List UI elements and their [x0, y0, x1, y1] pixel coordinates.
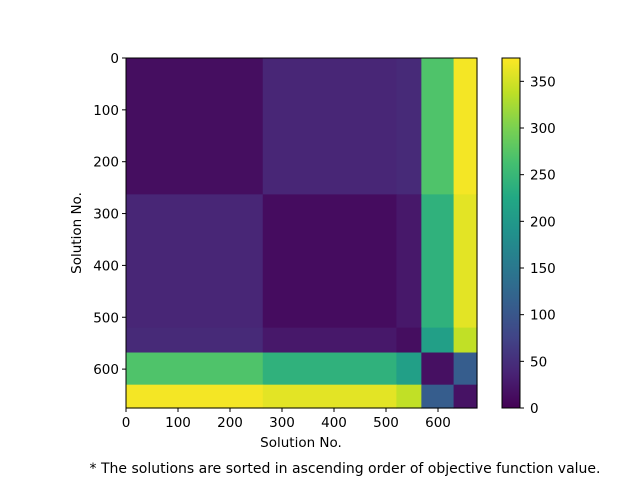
x-tick-label: 500 [373, 415, 399, 431]
heatmap-cell [126, 58, 264, 195]
colorbar-tick-label: 350 [530, 74, 556, 90]
heatmap-cell [396, 58, 422, 195]
colorbar-tick-label: 250 [530, 168, 556, 184]
heatmap-cell [453, 384, 478, 409]
x-tick-label: 300 [269, 415, 295, 431]
y-tick-label: 0 [110, 51, 119, 67]
y-tick-label: 100 [93, 103, 119, 119]
heatmap-cell [262, 352, 397, 386]
colorbar-ticks: 0 50 100 150 200 250 300 350 [520, 74, 556, 417]
heatmap-cell [453, 352, 478, 386]
heatmap-cell [453, 58, 478, 195]
heatmap-cell [421, 352, 455, 386]
colorbar-tick-label: 0 [530, 401, 539, 417]
y-axis-label: Solution No. [69, 192, 85, 274]
y-tick-label: 600 [93, 362, 119, 378]
colorbar [501, 57, 521, 409]
heatmap-cell [421, 384, 455, 409]
x-axis-label: Solution No. [260, 435, 342, 451]
colorbar-tick-label: 150 [530, 261, 556, 277]
y-tick-label: 500 [93, 310, 119, 326]
heatmap-cell [396, 352, 422, 386]
heatmap-cell [396, 194, 422, 329]
heatmap-cells [126, 58, 478, 409]
plot-frame [125, 57, 478, 409]
footnote: * The solutions are sorted in ascending … [89, 461, 601, 477]
heatmap-cell [396, 384, 422, 409]
heatmap-cell [126, 194, 264, 329]
colorbar-tick-label: 100 [530, 308, 556, 324]
colorbar-tick-label: 50 [530, 354, 547, 370]
x-axis-ticks: 0 100 200 300 400 500 600 [122, 408, 451, 431]
y-tick-label: 200 [93, 155, 119, 171]
x-tick-label: 100 [165, 415, 191, 431]
heatmap-cell [396, 327, 422, 354]
heatmap-cell [262, 58, 397, 195]
x-tick-label: 400 [321, 415, 347, 431]
y-tick-label: 300 [93, 207, 119, 223]
heatmap-cell [453, 327, 478, 354]
heatmap-cell [421, 58, 455, 195]
heatmap-cell [453, 194, 478, 329]
x-tick-label: 600 [425, 415, 451, 431]
y-tick-label: 400 [93, 258, 119, 274]
colorbar-tick-label: 200 [530, 214, 556, 230]
heatmap-cell [262, 384, 397, 409]
heatmap-cell [262, 194, 397, 329]
x-tick-label: 200 [217, 415, 243, 431]
heatmap-cell [126, 384, 264, 409]
x-tick-label: 0 [122, 415, 131, 431]
heatmap-cell [126, 352, 264, 386]
heatmap-cell [262, 327, 397, 354]
heatmap-cell [421, 327, 455, 354]
colorbar-tick-label: 300 [530, 121, 556, 137]
y-axis-ticks: 0 100 200 300 400 500 600 [93, 51, 126, 378]
heatmap-cell [421, 194, 455, 329]
heatmap-cell [126, 327, 264, 354]
